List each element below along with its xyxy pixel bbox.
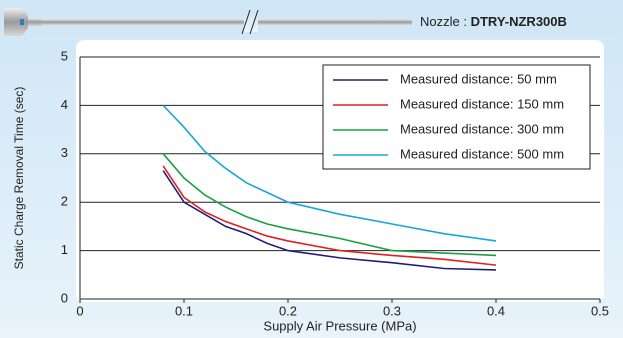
x-tick-label: 0.2 bbox=[279, 303, 297, 318]
y-tick-label: 5 bbox=[61, 48, 68, 63]
x-tick-label: 0.3 bbox=[383, 303, 401, 318]
header: Nozzle : DTRY-NZR300B bbox=[420, 14, 567, 29]
x-tick-label: 0 bbox=[76, 303, 83, 318]
y-axis-title: Static Charge Removal Time (sec) bbox=[12, 87, 26, 270]
header-prefix: Nozzle : bbox=[420, 14, 471, 29]
nozzle-illustration bbox=[4, 8, 412, 36]
series-line bbox=[162, 170, 497, 271]
y-tick-label: 2 bbox=[61, 194, 68, 209]
y-tick-label: 1 bbox=[61, 242, 68, 257]
x-axis-title: Supply Air Pressure (MPa) bbox=[263, 318, 416, 333]
y-tick-label: 0 bbox=[61, 290, 68, 305]
x-tick-label: 0.4 bbox=[487, 303, 505, 318]
series-line bbox=[162, 104, 497, 242]
legend-label: Measured distance: 150 mm bbox=[400, 96, 564, 111]
y-tick-label: 3 bbox=[61, 145, 68, 160]
y-tick-label: 4 bbox=[61, 97, 68, 112]
x-tick-label: 0.1 bbox=[175, 303, 193, 318]
legend-label: Measured distance: 500 mm bbox=[400, 146, 564, 161]
series-line bbox=[162, 165, 497, 266]
legend-label: Measured distance: 300 mm bbox=[400, 121, 564, 136]
legend-label: Measured distance: 50 mm bbox=[400, 71, 557, 86]
legend: Measured distance: 50 mm Measured distanc… bbox=[322, 64, 591, 170]
legend-box bbox=[322, 64, 591, 170]
header-model: DTRY-NZR300B bbox=[471, 14, 567, 29]
series-line bbox=[162, 153, 497, 257]
x-tick-label: 0.5 bbox=[591, 303, 609, 318]
